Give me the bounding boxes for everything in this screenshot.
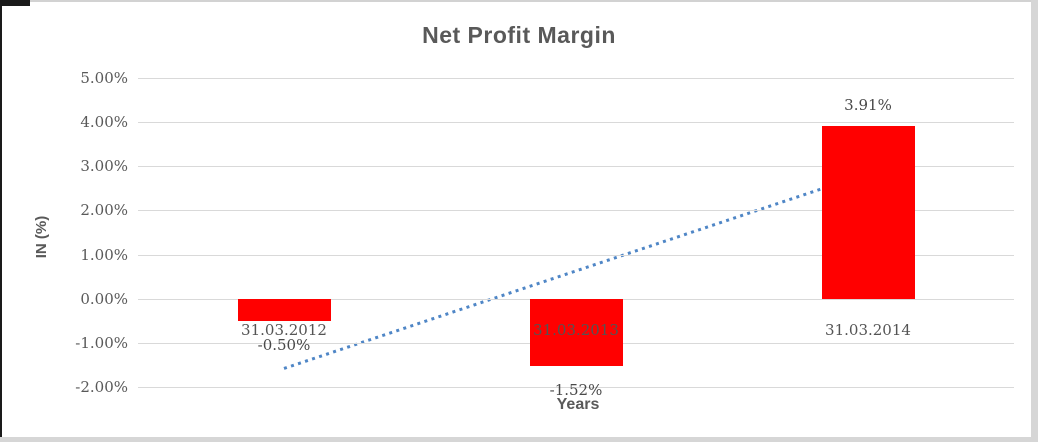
data-label: 3.91% (844, 96, 892, 114)
window-corner-notch (0, 0, 30, 6)
window-edge-top (0, 0, 1038, 2)
x-axis-title: Years (556, 396, 600, 413)
chart-title: Net Profit Margin (422, 22, 616, 48)
gridline (138, 387, 1014, 388)
window-edge-bottom (0, 437, 1038, 442)
y-tick-label: 1.00% (80, 246, 128, 264)
y-tick-label: 4.00% (80, 113, 128, 131)
bar-31.03.2012[interactable] (238, 299, 331, 321)
gridline (138, 210, 1014, 211)
gridline (138, 255, 1014, 256)
y-tick-label: 0.00% (80, 290, 128, 308)
gridline (138, 78, 1014, 79)
category-label: 31.03.2014 (825, 321, 911, 339)
category-label: 31.03.2013 (533, 321, 619, 339)
y-tick-label: -2.00% (75, 378, 128, 396)
y-axis-title: IN (%) (33, 215, 50, 259)
y-tick-label: 5.00% (80, 69, 128, 87)
y-tick-label: -1.00% (75, 334, 128, 352)
bar-31.03.2013[interactable] (530, 299, 623, 366)
data-label: -1.52% (549, 381, 603, 399)
bar-31.03.2014[interactable] (822, 126, 915, 299)
window-edge-left (0, 0, 2, 442)
data-label: -0.50% (257, 336, 311, 354)
gridline (138, 122, 1014, 123)
window-edge-right (1031, 0, 1038, 442)
y-tick-label: 2.00% (80, 201, 128, 219)
gridline (138, 166, 1014, 167)
y-tick-label: 3.00% (80, 157, 128, 175)
category-label: 31.03.2012 (241, 321, 327, 339)
